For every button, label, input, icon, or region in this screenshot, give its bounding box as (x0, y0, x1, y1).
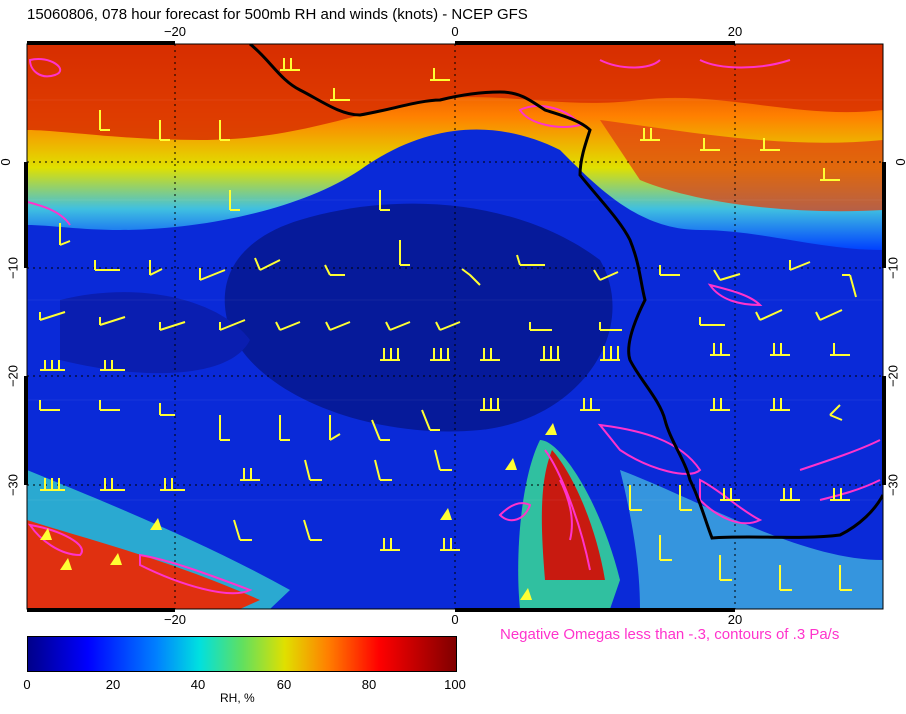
bottom-tick-label: 0 (451, 612, 459, 627)
coastline (249, 44, 883, 540)
rh-colorbar (27, 636, 457, 672)
frame-bars (24, 41, 886, 612)
dry-core (224, 203, 613, 432)
omega-contours (27, 58, 881, 595)
top-tick-label: 20 (727, 24, 743, 39)
moist-streak-southwest-core (27, 520, 260, 609)
left-tick-label: −10 (5, 256, 21, 280)
right-tick-label: −10 (885, 256, 901, 280)
colorbar-tick: 40 (190, 677, 206, 692)
colorbar-tick: 60 (276, 677, 292, 692)
moist-plume-central-core (541, 450, 605, 580)
dry-core-west (60, 292, 250, 374)
right-tick-label: 0 (893, 158, 906, 165)
colorbar-label: RH, % (220, 691, 255, 705)
bottom-tick-label: −20 (163, 612, 187, 627)
right-tick-label: −30 (885, 473, 901, 497)
top-tick-label: −20 (163, 24, 187, 39)
wind-pennants (40, 423, 557, 600)
right-tick-label: −20 (885, 364, 901, 388)
colorbar-tick: 100 (444, 677, 466, 692)
left-tick-label: −30 (5, 473, 21, 497)
graticule (27, 44, 883, 609)
left-tick-label: −20 (5, 364, 21, 388)
colorbar-tick: 80 (361, 677, 377, 692)
colorbar-tick: 20 (105, 677, 121, 692)
bottom-tick-label: 20 (727, 612, 743, 627)
moist-band-southeast (620, 470, 883, 609)
left-tick-label: 0 (0, 158, 13, 165)
colorbar-tick: 0 (23, 677, 31, 692)
moist-band-north-east (600, 120, 883, 212)
omega-note: Negative Omegas less than -.3, contours … (500, 626, 840, 643)
map-title: 15060806, 078 hour forecast for 500mb RH… (27, 6, 528, 23)
wind-barbs (39, 58, 857, 591)
top-tick-label: 0 (451, 24, 459, 39)
